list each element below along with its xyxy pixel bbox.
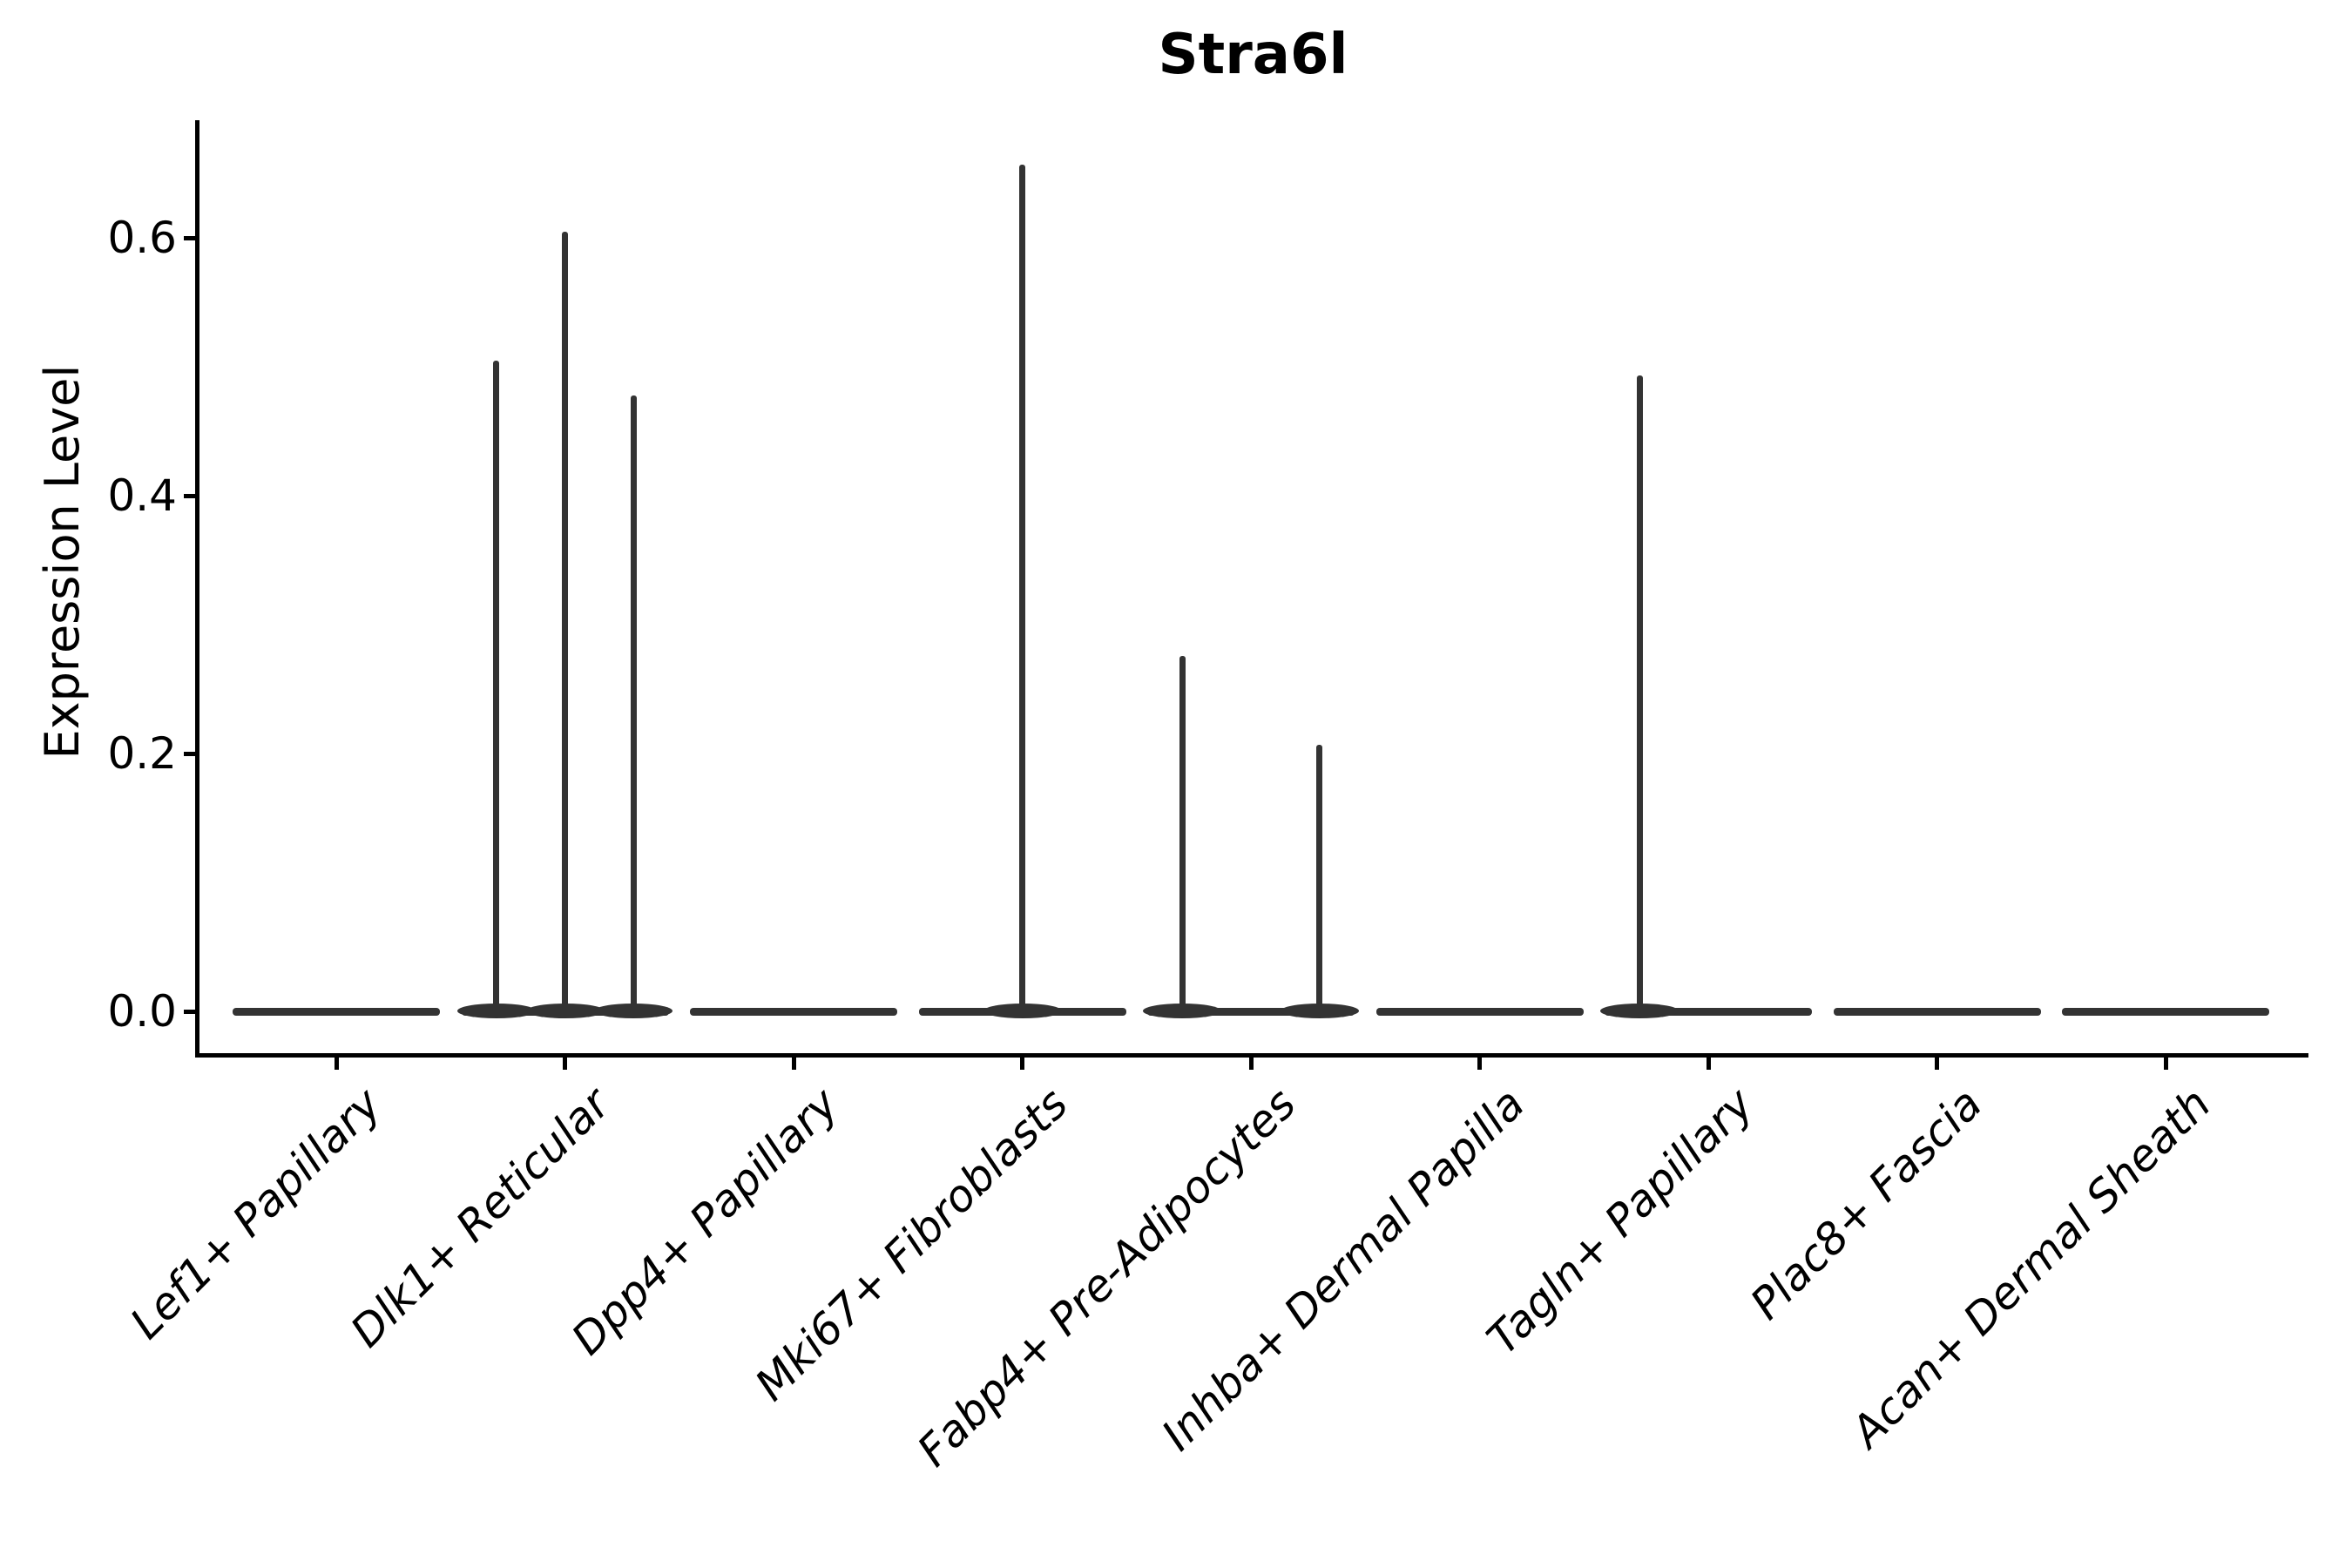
- x-axis-line: [195, 1053, 2308, 1058]
- y-axis-line: [195, 120, 199, 1058]
- x-tick-label: Fabp4+ Pre-Adipocytes: [908, 1078, 1307, 1477]
- x-tick-mark: [2164, 1056, 2168, 1070]
- y-tick-mark: [184, 236, 198, 240]
- y-tick-label: 0.2: [107, 728, 177, 779]
- x-tick-mark: [792, 1056, 796, 1070]
- y-tick-label: 0.4: [107, 470, 177, 521]
- violin-baseline: [1834, 1008, 2041, 1016]
- violin-spike: [493, 361, 499, 1014]
- violin-spike: [1179, 656, 1186, 1014]
- violin-spike: [1316, 745, 1322, 1014]
- violin-baseline: [690, 1008, 897, 1016]
- chart-title: Stra6l: [1158, 23, 1348, 87]
- y-tick-label: 0.6: [107, 213, 177, 263]
- y-axis-label: Expression Level: [35, 364, 90, 760]
- x-tick-mark: [1477, 1056, 1482, 1070]
- violin-baseline: [1376, 1008, 1584, 1016]
- violin-baseline: [1605, 1008, 1812, 1016]
- x-tick-mark: [563, 1056, 567, 1070]
- x-tick-mark: [1020, 1056, 1024, 1070]
- violin-spike: [1637, 375, 1643, 1014]
- violin-baseline: [2062, 1008, 2269, 1016]
- y-tick-label: 0.0: [107, 986, 177, 1037]
- violin-baseline: [233, 1008, 440, 1016]
- x-tick-mark: [1249, 1056, 1254, 1070]
- x-tick-mark: [1935, 1056, 1939, 1070]
- x-tick-mark: [335, 1056, 339, 1070]
- violin-spike: [631, 395, 637, 1014]
- y-tick-mark: [184, 752, 198, 756]
- violin-spike: [562, 232, 568, 1014]
- y-tick-mark: [184, 1010, 198, 1014]
- x-tick-mark: [1707, 1056, 1711, 1070]
- x-tick-label: Inhba+ Dermal Papilla: [1152, 1078, 1535, 1461]
- y-tick-mark: [184, 494, 198, 498]
- violin-spike: [1019, 165, 1025, 1014]
- x-tick-label: Plac8+ Fascia: [1740, 1078, 1992, 1329]
- violin-baseline: [1147, 1008, 1355, 1016]
- x-tick-label: Lef1+ Papillary: [120, 1078, 392, 1349]
